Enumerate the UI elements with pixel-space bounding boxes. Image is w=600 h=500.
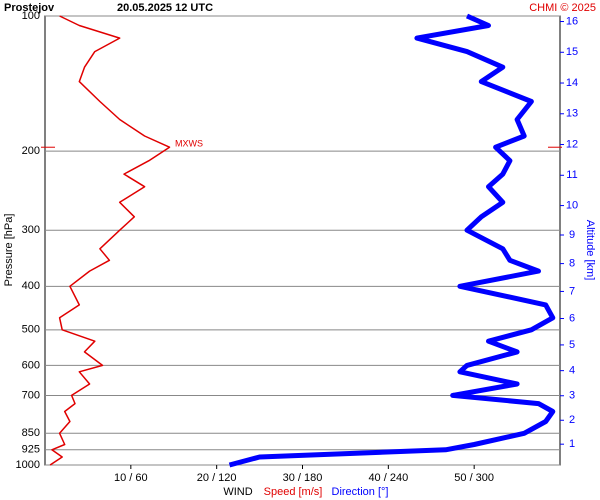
y2-tick-label: 1 [569, 438, 575, 450]
y2-tick-label: 2 [569, 414, 575, 426]
x-tick-label: 20 / 120 [197, 472, 237, 484]
y2-tick-label: 14 [566, 77, 578, 89]
y-tick-label: 925 [22, 444, 40, 456]
y2-tick-label: 4 [569, 365, 575, 377]
profile-line [228, 13, 556, 468]
y-tick-label: 700 [22, 389, 40, 401]
y2-tick-label: 3 [569, 390, 575, 402]
y-tick-label: 1000 [16, 459, 40, 471]
chart-title: 20.05.2025 12 UTC [117, 2, 213, 14]
y2-tick-label: 13 [566, 108, 578, 120]
profile-line [49, 15, 171, 466]
y-tick-label: 300 [22, 224, 40, 236]
x-tick-label: 30 / 180 [283, 472, 323, 484]
y2-tick-label: 6 [569, 312, 575, 324]
y2-tick-label: 9 [569, 229, 575, 241]
y2-axis-label: Altitude [km] [584, 220, 596, 281]
x-tick-label: 50 / 300 [454, 472, 494, 484]
y-tick-label: 100 [22, 10, 40, 22]
y2-tick-label: 12 [566, 138, 578, 150]
x-tick-label: 40 / 240 [368, 472, 408, 484]
y2-tick-label: 15 [566, 46, 578, 58]
y-tick-label: 400 [22, 280, 40, 292]
y2-tick-label: 7 [569, 285, 575, 297]
x-axis-label: WIND [223, 486, 252, 498]
legend-direction: Direction [°] [332, 486, 389, 498]
y-axis-label: Pressure [hPa] [3, 214, 15, 287]
y2-tick-label: 10 [566, 199, 578, 211]
y-tick-label: 850 [22, 427, 40, 439]
y-tick-label: 200 [22, 145, 40, 157]
x-tick-label: 10 / 60 [114, 472, 148, 484]
legend-speed: Speed [m/s] [264, 486, 323, 498]
y-tick-label: 500 [22, 324, 40, 336]
max-wind-label: MXWS [175, 139, 203, 149]
station: Prostejov [4, 2, 55, 14]
credit: CHMI © 2025 [529, 2, 596, 14]
y2-tick-label: 16 [566, 15, 578, 27]
y2-tick-label: 5 [569, 339, 575, 351]
y2-tick-label: 11 [566, 169, 577, 181]
y2-tick-label: 8 [569, 258, 575, 270]
y-tick-label: 600 [22, 359, 40, 371]
